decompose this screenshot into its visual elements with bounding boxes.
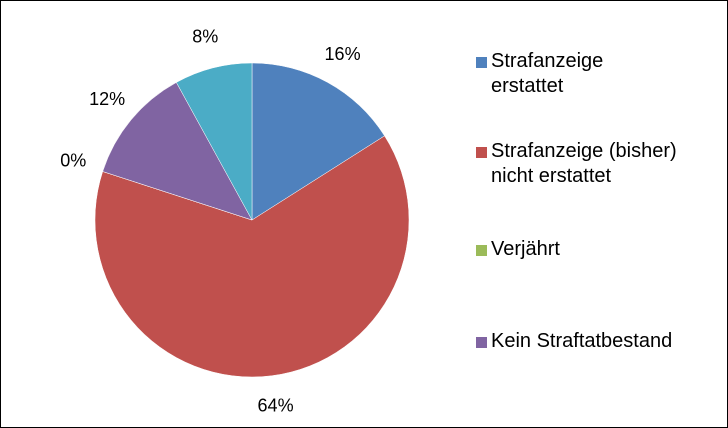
pie-slice (94, 135, 410, 378)
legend-swatch (476, 245, 487, 256)
data-label: 8% (192, 27, 218, 47)
legend-line: nicht erstattet (491, 165, 612, 187)
legend-swatch (476, 337, 487, 348)
legend-swatch (476, 147, 487, 158)
legend-line: Strafanzeige (bisher) (491, 140, 677, 162)
legend-label: Verjährt (491, 238, 560, 260)
legend-label: Strafanzeige erstattet (491, 50, 603, 97)
legend-line: erstattet (491, 75, 564, 97)
pie-slice (176, 62, 253, 221)
legend-line: Kein Straftatbestand (491, 330, 672, 352)
pie-slice (102, 82, 253, 221)
data-label: 12% (89, 89, 125, 109)
pie-slice (251, 62, 385, 221)
data-label: 0% (60, 151, 86, 171)
legend-line: Verjährt (491, 238, 560, 260)
legend-label: Strafanzeige (bisher) nicht erstattet (491, 140, 677, 187)
legend-swatch (476, 57, 487, 68)
legend-line: Strafanzeige (491, 50, 603, 72)
data-label: 16% (325, 44, 361, 64)
data-label: 64% (258, 395, 294, 415)
legend-label: Kein Straftatbestand (491, 330, 672, 352)
